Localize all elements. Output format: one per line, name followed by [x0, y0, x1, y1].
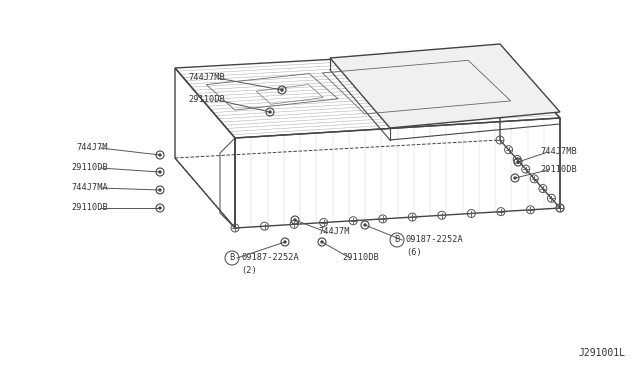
Circle shape: [321, 241, 323, 243]
Text: 29110DB: 29110DB: [188, 96, 225, 105]
Polygon shape: [330, 44, 560, 128]
Text: (2): (2): [241, 266, 257, 275]
Text: B: B: [394, 235, 399, 244]
Circle shape: [284, 241, 286, 243]
Text: J291001L: J291001L: [578, 348, 625, 358]
Circle shape: [364, 224, 366, 226]
Text: 29110DB: 29110DB: [342, 253, 379, 263]
Text: 29110DB: 29110DB: [71, 164, 108, 173]
Circle shape: [281, 89, 283, 91]
Text: (6): (6): [406, 247, 422, 257]
Text: 744J7M: 744J7M: [318, 228, 349, 237]
Text: 744J7MA: 744J7MA: [71, 183, 108, 192]
Circle shape: [514, 177, 516, 179]
Text: 744J7MB: 744J7MB: [188, 74, 225, 83]
Text: 09187-2252A: 09187-2252A: [406, 235, 464, 244]
Text: B: B: [229, 253, 235, 263]
Text: 29110DB: 29110DB: [71, 203, 108, 212]
Text: 744J7MB: 744J7MB: [540, 148, 577, 157]
Circle shape: [159, 154, 161, 156]
Circle shape: [159, 207, 161, 209]
Text: 744J7M: 744J7M: [77, 144, 108, 153]
Circle shape: [269, 111, 271, 113]
Circle shape: [517, 161, 519, 163]
Circle shape: [294, 219, 296, 221]
Text: 09187-2252A: 09187-2252A: [241, 253, 299, 263]
Text: 29110DB: 29110DB: [540, 166, 577, 174]
Circle shape: [159, 171, 161, 173]
Circle shape: [159, 189, 161, 191]
